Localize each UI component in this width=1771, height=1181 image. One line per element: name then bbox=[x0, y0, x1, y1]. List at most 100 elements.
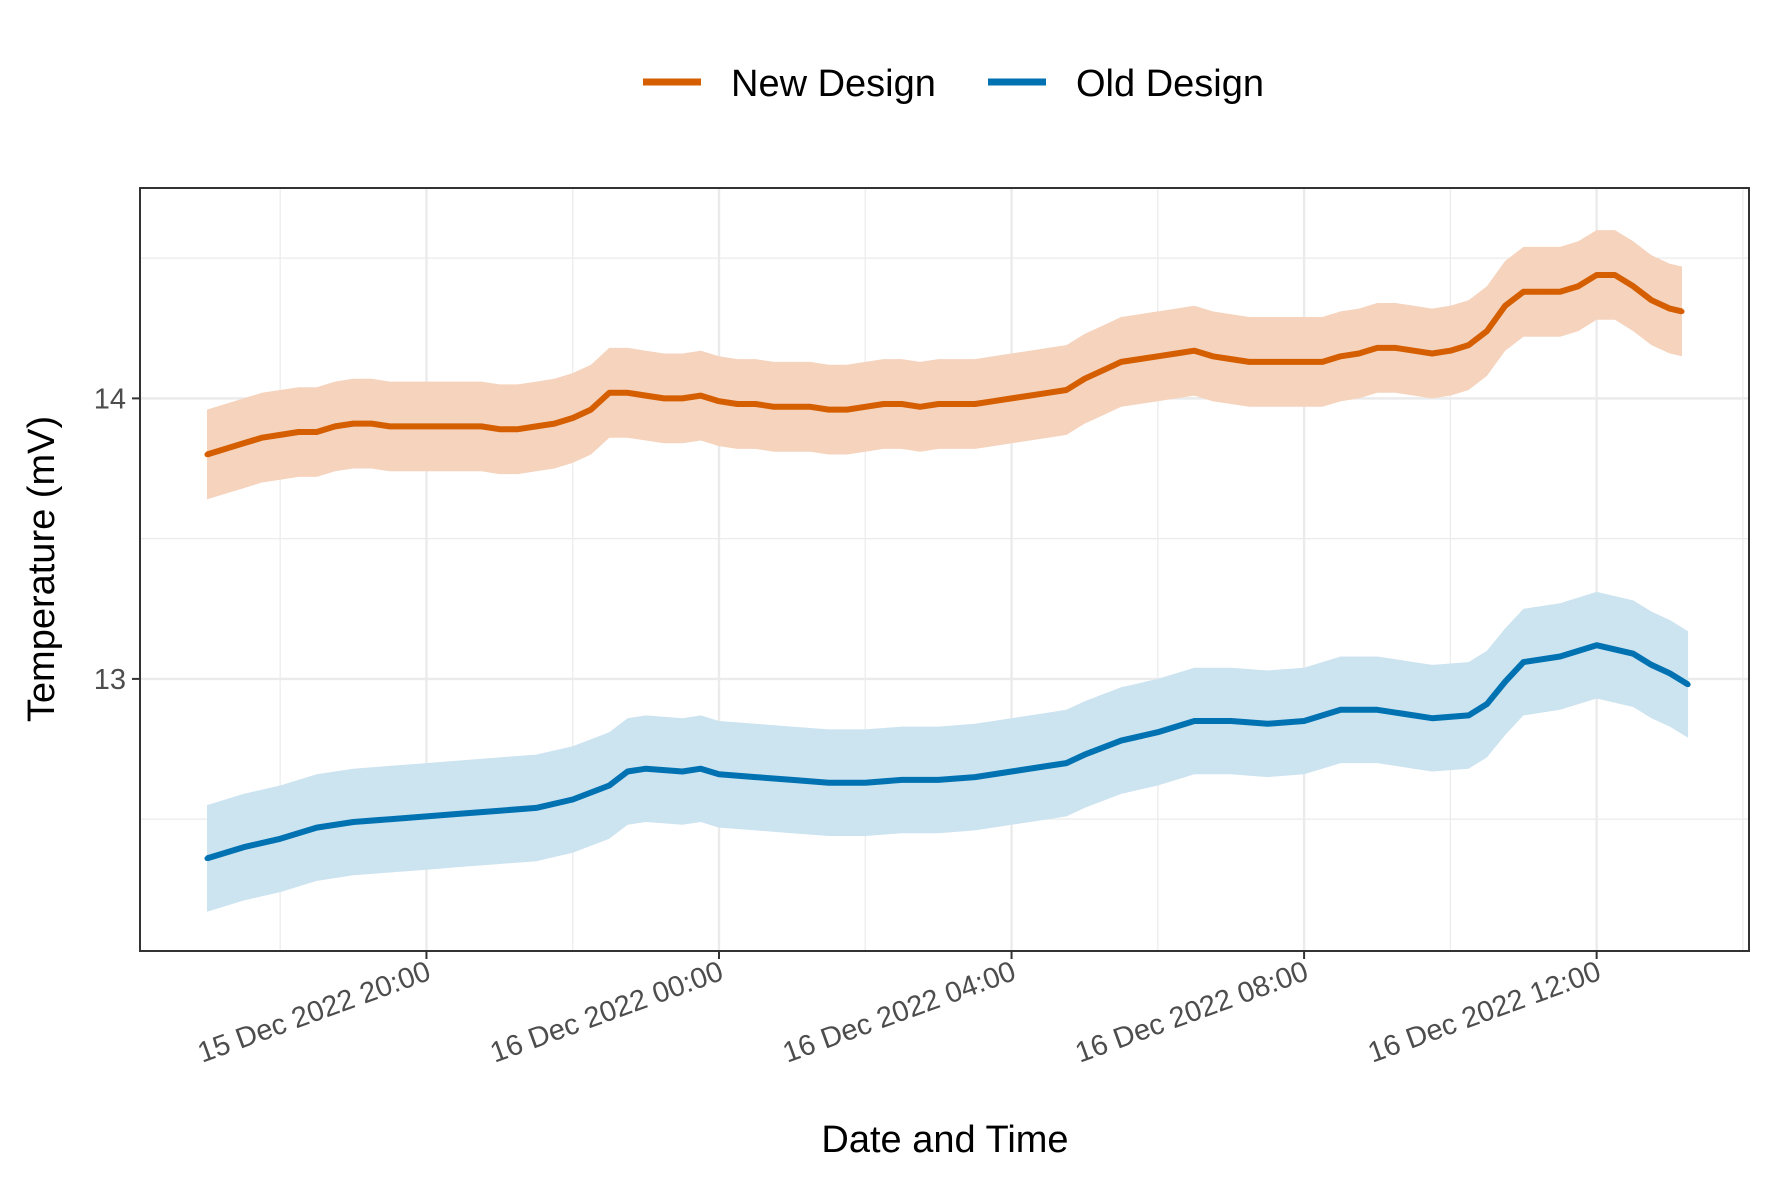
new-design-point bbox=[606, 390, 612, 396]
new-design-point bbox=[1447, 348, 1453, 354]
old-design-point bbox=[1228, 718, 1234, 724]
old-design-point bbox=[972, 774, 978, 780]
old-design-point bbox=[277, 836, 283, 842]
new-design-point bbox=[460, 423, 466, 430]
old-design-point bbox=[679, 768, 686, 775]
new-design-point bbox=[1374, 345, 1380, 351]
new-design-point bbox=[1679, 308, 1685, 315]
old-design-point bbox=[1045, 763, 1051, 769]
old-design-point bbox=[570, 796, 576, 803]
new-design-point bbox=[222, 446, 228, 452]
new-design-point bbox=[1648, 297, 1655, 303]
new-design-point bbox=[1100, 367, 1106, 373]
old-design-point bbox=[862, 780, 868, 786]
new-design-point bbox=[752, 401, 759, 407]
old-design-point bbox=[204, 855, 210, 862]
new-design-point bbox=[1612, 272, 1618, 278]
new-design-point bbox=[570, 415, 576, 421]
new-design-point bbox=[1411, 348, 1417, 354]
new-design-point bbox=[277, 432, 283, 438]
new-design-point bbox=[789, 404, 795, 410]
series-lines bbox=[204, 272, 1691, 862]
new-design-point bbox=[1136, 356, 1143, 362]
old-design-point bbox=[1301, 718, 1307, 724]
y-axis-title: Temperature (mV) bbox=[21, 416, 63, 722]
old-design-point bbox=[533, 805, 539, 811]
old-design-point bbox=[1082, 752, 1088, 758]
old-design-point bbox=[1502, 679, 1508, 685]
old-design-point bbox=[935, 777, 942, 783]
new-design-point bbox=[698, 392, 704, 399]
new-design-point bbox=[1338, 353, 1344, 359]
new-design-point bbox=[405, 423, 411, 430]
legend: New Design Old Design bbox=[643, 63, 1264, 105]
new-design-point bbox=[880, 401, 887, 407]
new-design-point bbox=[1594, 272, 1600, 278]
old-design-point bbox=[1063, 760, 1069, 766]
plot-panel-border bbox=[139, 187, 1750, 952]
old-design-point bbox=[1155, 729, 1161, 735]
x-axis-title: Date and Time bbox=[821, 1119, 1068, 1161]
new-design-point bbox=[1283, 359, 1289, 365]
new-design-point bbox=[588, 407, 594, 413]
new-design-point bbox=[1502, 303, 1508, 309]
new-design-point bbox=[332, 423, 338, 430]
new-design-point bbox=[1191, 348, 1197, 354]
new-design-point bbox=[1045, 390, 1051, 396]
new-design-point bbox=[423, 423, 430, 430]
new-design-point bbox=[515, 426, 521, 432]
old-design-point bbox=[1685, 681, 1691, 688]
old-design-point bbox=[1667, 670, 1673, 676]
old-design-point bbox=[1008, 768, 1015, 775]
new-design-point bbox=[899, 401, 905, 407]
old-design-point bbox=[1118, 738, 1124, 744]
new-design-point bbox=[661, 395, 667, 401]
old-design-ribbon bbox=[207, 591, 1689, 912]
old-design-point bbox=[1411, 712, 1417, 718]
new-design-point bbox=[1210, 353, 1216, 359]
old-design-line bbox=[206, 642, 1690, 862]
new-design-point bbox=[844, 407, 850, 413]
old-design-point bbox=[241, 844, 247, 850]
legend-label-new-design: New Design bbox=[731, 63, 936, 105]
new-design-point bbox=[624, 390, 631, 396]
new-design-point bbox=[1520, 289, 1527, 295]
old-design-point bbox=[1594, 642, 1600, 648]
new-design-point bbox=[1557, 289, 1563, 295]
new-design-point bbox=[734, 401, 740, 407]
new-design-point bbox=[990, 398, 996, 404]
y-tick-label: 13 bbox=[94, 664, 126, 696]
new-design-point bbox=[1539, 289, 1545, 295]
new-design-point bbox=[259, 435, 265, 441]
new-design-point bbox=[862, 404, 868, 410]
new-design-point bbox=[1466, 342, 1472, 348]
new-design-point bbox=[1008, 395, 1015, 401]
new-design-point bbox=[442, 423, 448, 430]
new-design-point bbox=[1155, 353, 1161, 359]
old-design-point bbox=[1630, 651, 1636, 657]
new-design-point bbox=[1319, 359, 1325, 365]
new-design-point bbox=[241, 440, 247, 446]
new-design-point bbox=[1082, 376, 1088, 382]
new-design-point bbox=[368, 421, 375, 427]
new-design-point bbox=[771, 404, 777, 410]
old-design-point bbox=[899, 777, 905, 783]
new-design-point bbox=[1392, 345, 1399, 351]
old-design-point bbox=[1484, 701, 1490, 707]
old-design-point bbox=[496, 808, 503, 814]
old-design-point bbox=[752, 774, 759, 780]
old-design-point bbox=[789, 777, 795, 783]
y-tick-label: 14 bbox=[94, 383, 126, 415]
old-design-point bbox=[1466, 712, 1472, 718]
new-design-point bbox=[478, 423, 484, 430]
new-design-point bbox=[1484, 328, 1490, 334]
new-design-point bbox=[1575, 283, 1581, 289]
new-design-point bbox=[1228, 356, 1234, 362]
new-design-point bbox=[496, 426, 503, 432]
legend-label-old-design: Old Design bbox=[1076, 63, 1264, 105]
old-design-point bbox=[1520, 659, 1527, 665]
new-design-point bbox=[1356, 350, 1362, 357]
new-design-point bbox=[1667, 306, 1673, 312]
